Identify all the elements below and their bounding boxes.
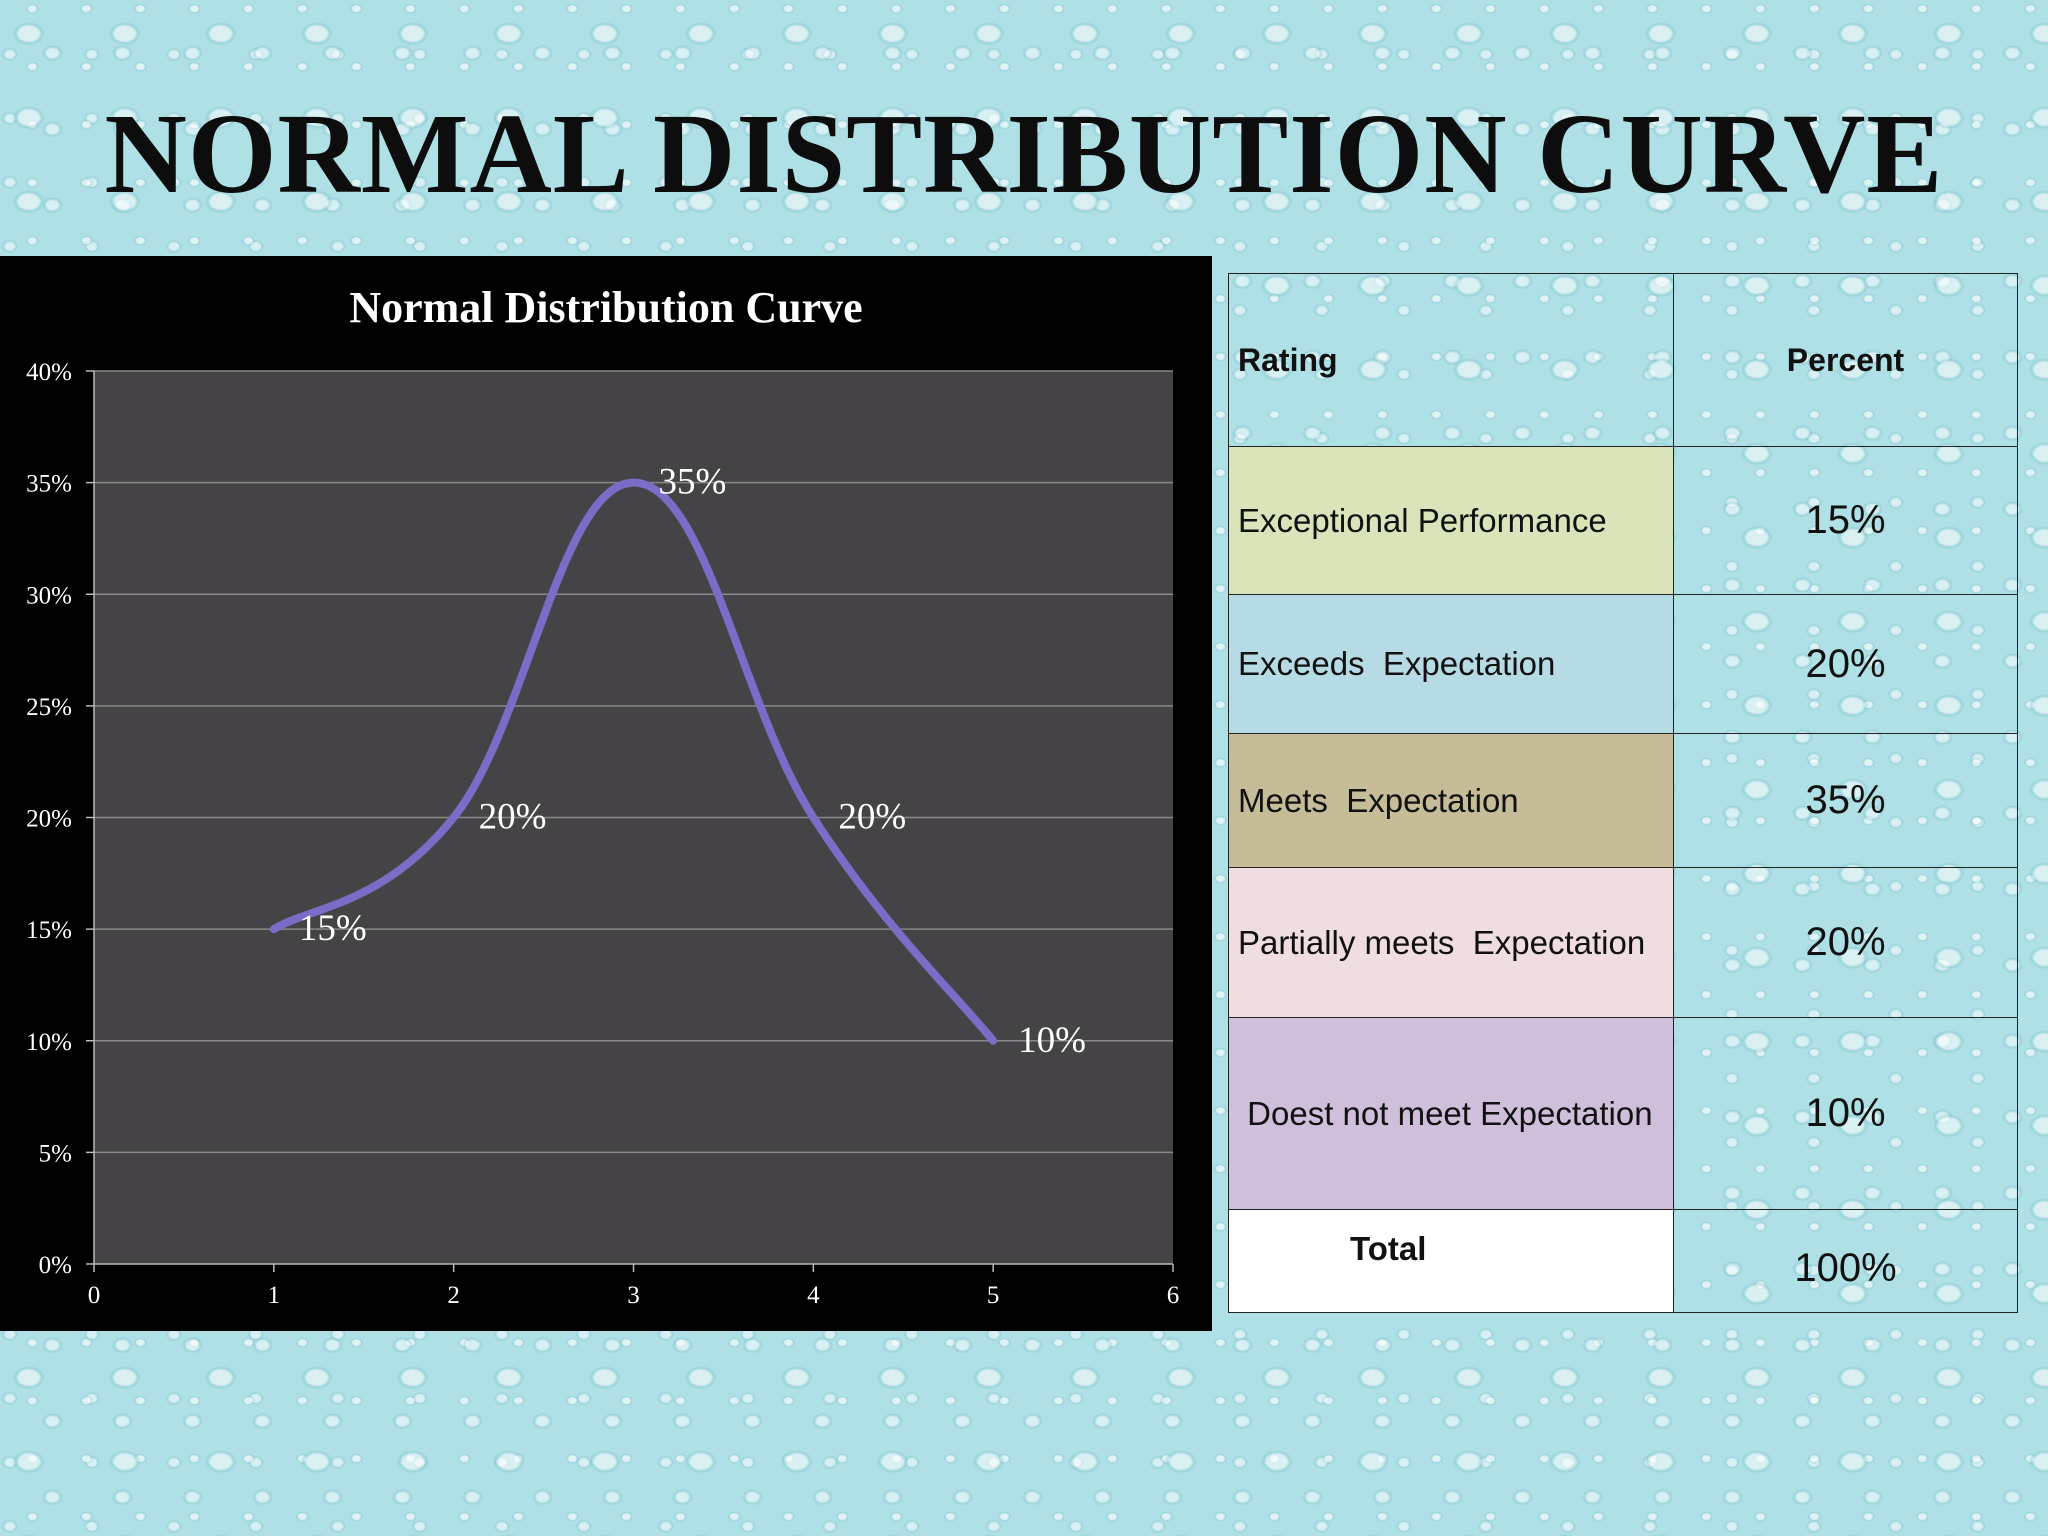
percent-cell: 20% — [1673, 867, 2018, 1018]
header-percent: Percent — [1673, 273, 2018, 447]
table-total-row: Total 100% — [1228, 1209, 2018, 1313]
x-tick-label: 5 — [987, 1282, 1000, 1309]
x-tick-label: 6 — [1167, 1282, 1180, 1309]
percent-cell: 10% — [1673, 1017, 2018, 1210]
y-tick-label: 40% — [26, 359, 72, 386]
rating-cell: Exceeds Expectation — [1228, 594, 1674, 734]
percent-cell: 35% — [1673, 733, 2018, 868]
x-tick-label: 3 — [627, 1282, 640, 1309]
table-row: Doest not meet Expectation 10% — [1228, 1017, 2018, 1210]
data-label: 15% — [299, 908, 367, 949]
table-row: Partially meets Expectation 20% — [1228, 867, 2018, 1018]
y-tick-label: 5% — [39, 1140, 72, 1167]
table-header-row: Rating Percent — [1228, 273, 2018, 447]
rating-cell: Exceptional Performance — [1228, 446, 1674, 595]
total-label: Total — [1228, 1209, 1674, 1313]
y-tick-label: 15% — [26, 917, 72, 944]
y-tick-label: 0% — [39, 1252, 72, 1279]
chart-panel: Normal Distribution Curve 0% 5% 10% 15% 20% 2… — [0, 256, 1212, 1331]
x-tick-label: 2 — [447, 1282, 460, 1309]
percent-cell: 20% — [1673, 594, 2018, 734]
line-chart: Normal Distribution Curve 0% 5% 10% 15% 20% 2… — [26, 283, 1179, 1309]
y-tick-label: 25% — [26, 694, 72, 721]
rating-cell: Doest not meet Expectation — [1228, 1017, 1674, 1210]
rating-cell: Partially meets Expectation — [1228, 867, 1674, 1018]
data-point — [270, 926, 277, 933]
table-row: Exceeds Expectation 20% — [1228, 594, 2018, 734]
rating-table-container: Rating Percent Exceptional Performance 15… — [1228, 273, 2018, 1313]
rating-table: Rating Percent Exceptional Performance 15… — [1228, 273, 2018, 1313]
chart-title: Normal Distribution Curve — [349, 283, 862, 332]
plot-area: 0% 5% 10% 15% 20% 25% 30% 35% 40% 0 1 2 3 4 5 6 15% 20% 35… — [26, 359, 1179, 1309]
y-tick-label: 20% — [26, 806, 72, 833]
data-label: 20% — [479, 797, 547, 838]
x-tick-label: 4 — [807, 1282, 820, 1309]
y-tick-label: 10% — [26, 1029, 72, 1056]
data-point — [450, 814, 457, 821]
slide-title: NORMAL DISTRIBUTION CURVE — [104, 90, 1944, 217]
total-percent: 100% — [1673, 1209, 2018, 1313]
data-label: 20% — [838, 797, 906, 838]
data-point — [630, 479, 637, 486]
data-point — [990, 1037, 997, 1044]
rating-cell: Meets Expectation — [1228, 733, 1674, 868]
table-row: Meets Expectation 35% — [1228, 733, 2018, 868]
x-tick-label: 0 — [88, 1282, 101, 1309]
y-tick-label: 30% — [26, 582, 72, 609]
data-label: 35% — [659, 462, 727, 503]
data-label: 10% — [1018, 1020, 1086, 1061]
x-tick-label: 1 — [268, 1282, 281, 1309]
header-rating: Rating — [1228, 273, 1674, 447]
y-tick-label: 35% — [26, 471, 72, 498]
data-point — [810, 814, 817, 821]
percent-cell: 15% — [1673, 446, 2018, 595]
table-row: Exceptional Performance 15% — [1228, 446, 2018, 595]
